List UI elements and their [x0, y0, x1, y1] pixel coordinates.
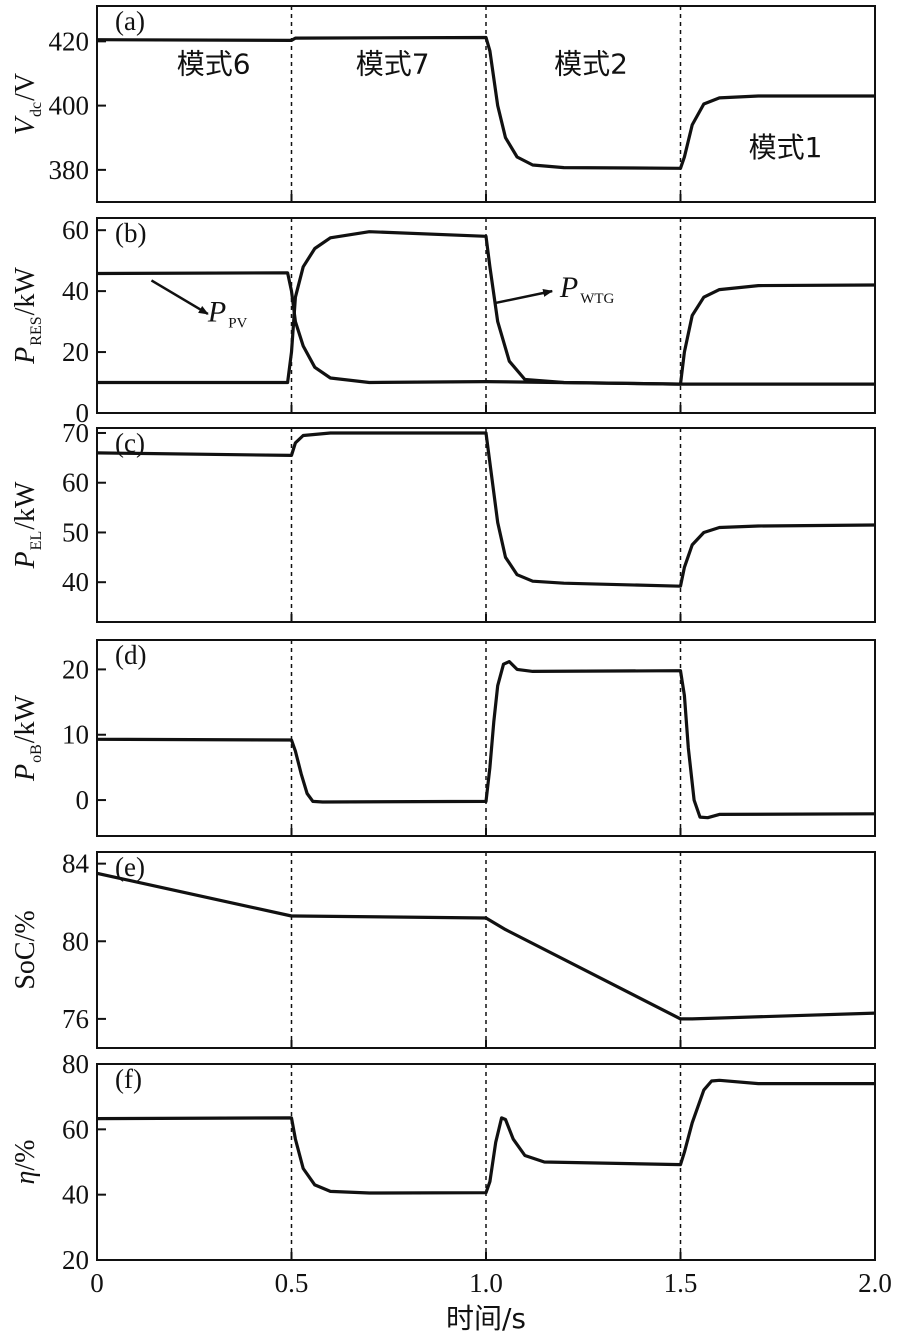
x-axis-label: 时间/s [446, 1302, 526, 1335]
panel-d: 0 10 20 (d) PoB/kW [10, 639, 876, 837]
x-tick-label: 1.0 [469, 1268, 503, 1298]
panel-b: 0 20 40 60 (b) PRES/kW P PV P WTG [10, 215, 876, 428]
annotation-label: P WTG [559, 271, 615, 307]
y-axis-label: PEL/kW [10, 481, 45, 569]
y-tick-label: 70 [62, 418, 89, 448]
y-axis-label: SoC/% [10, 910, 41, 989]
x-tick-label: 1.5 [664, 1268, 698, 1298]
x-tick-label: 0.5 [275, 1268, 309, 1298]
y-tick-label: 60 [62, 215, 89, 245]
series-line-2 [97, 230, 875, 386]
y-tick-label: 20 [62, 337, 89, 367]
y-tick-label: 420 [49, 26, 90, 56]
y-tick-label: 40 [62, 567, 89, 597]
annotation-label: P PV [207, 296, 248, 332]
y-tick-label: 60 [62, 1114, 89, 1144]
y-tick-label: 40 [62, 276, 89, 306]
y-tick-label: 20 [62, 654, 89, 684]
y-tick-label: 10 [62, 720, 89, 750]
annotation-arrow [493, 289, 554, 305]
panel-label: (a) [115, 6, 145, 36]
series-line-1 [97, 660, 875, 820]
mode-label: 模式7 [356, 47, 430, 80]
mode-label: 模式6 [177, 47, 251, 80]
panel-label: (b) [115, 218, 146, 248]
panel-label: (f) [115, 1064, 142, 1094]
y-axis-label: PoB/kW [10, 694, 45, 782]
y-tick-label: 76 [62, 1004, 89, 1034]
series-line-1 [97, 431, 875, 588]
y-tick-label: 80 [62, 926, 89, 956]
y-axis-label: Vdc/V [10, 73, 45, 135]
mode-label: 模式2 [554, 47, 628, 80]
y-tick-label: 380 [49, 155, 90, 185]
annotation-arrow [150, 279, 209, 316]
series-line-1 [97, 35, 875, 170]
y-tick-label: 20 [62, 1245, 89, 1275]
x-tick-label: 0 [90, 1268, 104, 1298]
y-tick-label: 0 [76, 398, 90, 428]
series-line-1 [97, 871, 875, 1021]
panel-a: 380 400 420 (a) Vdc/V 模式6 模式7 模式2 模式1 [10, 5, 876, 203]
y-tick-label: 84 [62, 849, 90, 879]
x-tick-label: 2.0 [858, 1268, 892, 1298]
series-line-1 [97, 1078, 875, 1195]
y-axis-label: η/% [10, 1140, 41, 1185]
mode-label: 模式1 [749, 131, 823, 164]
panel-f: 20 40 60 80 0 0.5 1.0 1.5 2.0 时间/s (f) η/% [10, 1049, 892, 1335]
panel-label: (d) [115, 640, 146, 670]
y-axis-label: PRES/kW [10, 267, 45, 365]
y-tick-label: 40 [62, 1180, 89, 1210]
y-tick-label: 60 [62, 468, 89, 498]
y-tick-label: 50 [62, 517, 89, 547]
y-tick-label: 400 [49, 91, 90, 121]
y-tick-label: 0 [76, 785, 90, 815]
y-tick-label: 80 [62, 1049, 89, 1079]
